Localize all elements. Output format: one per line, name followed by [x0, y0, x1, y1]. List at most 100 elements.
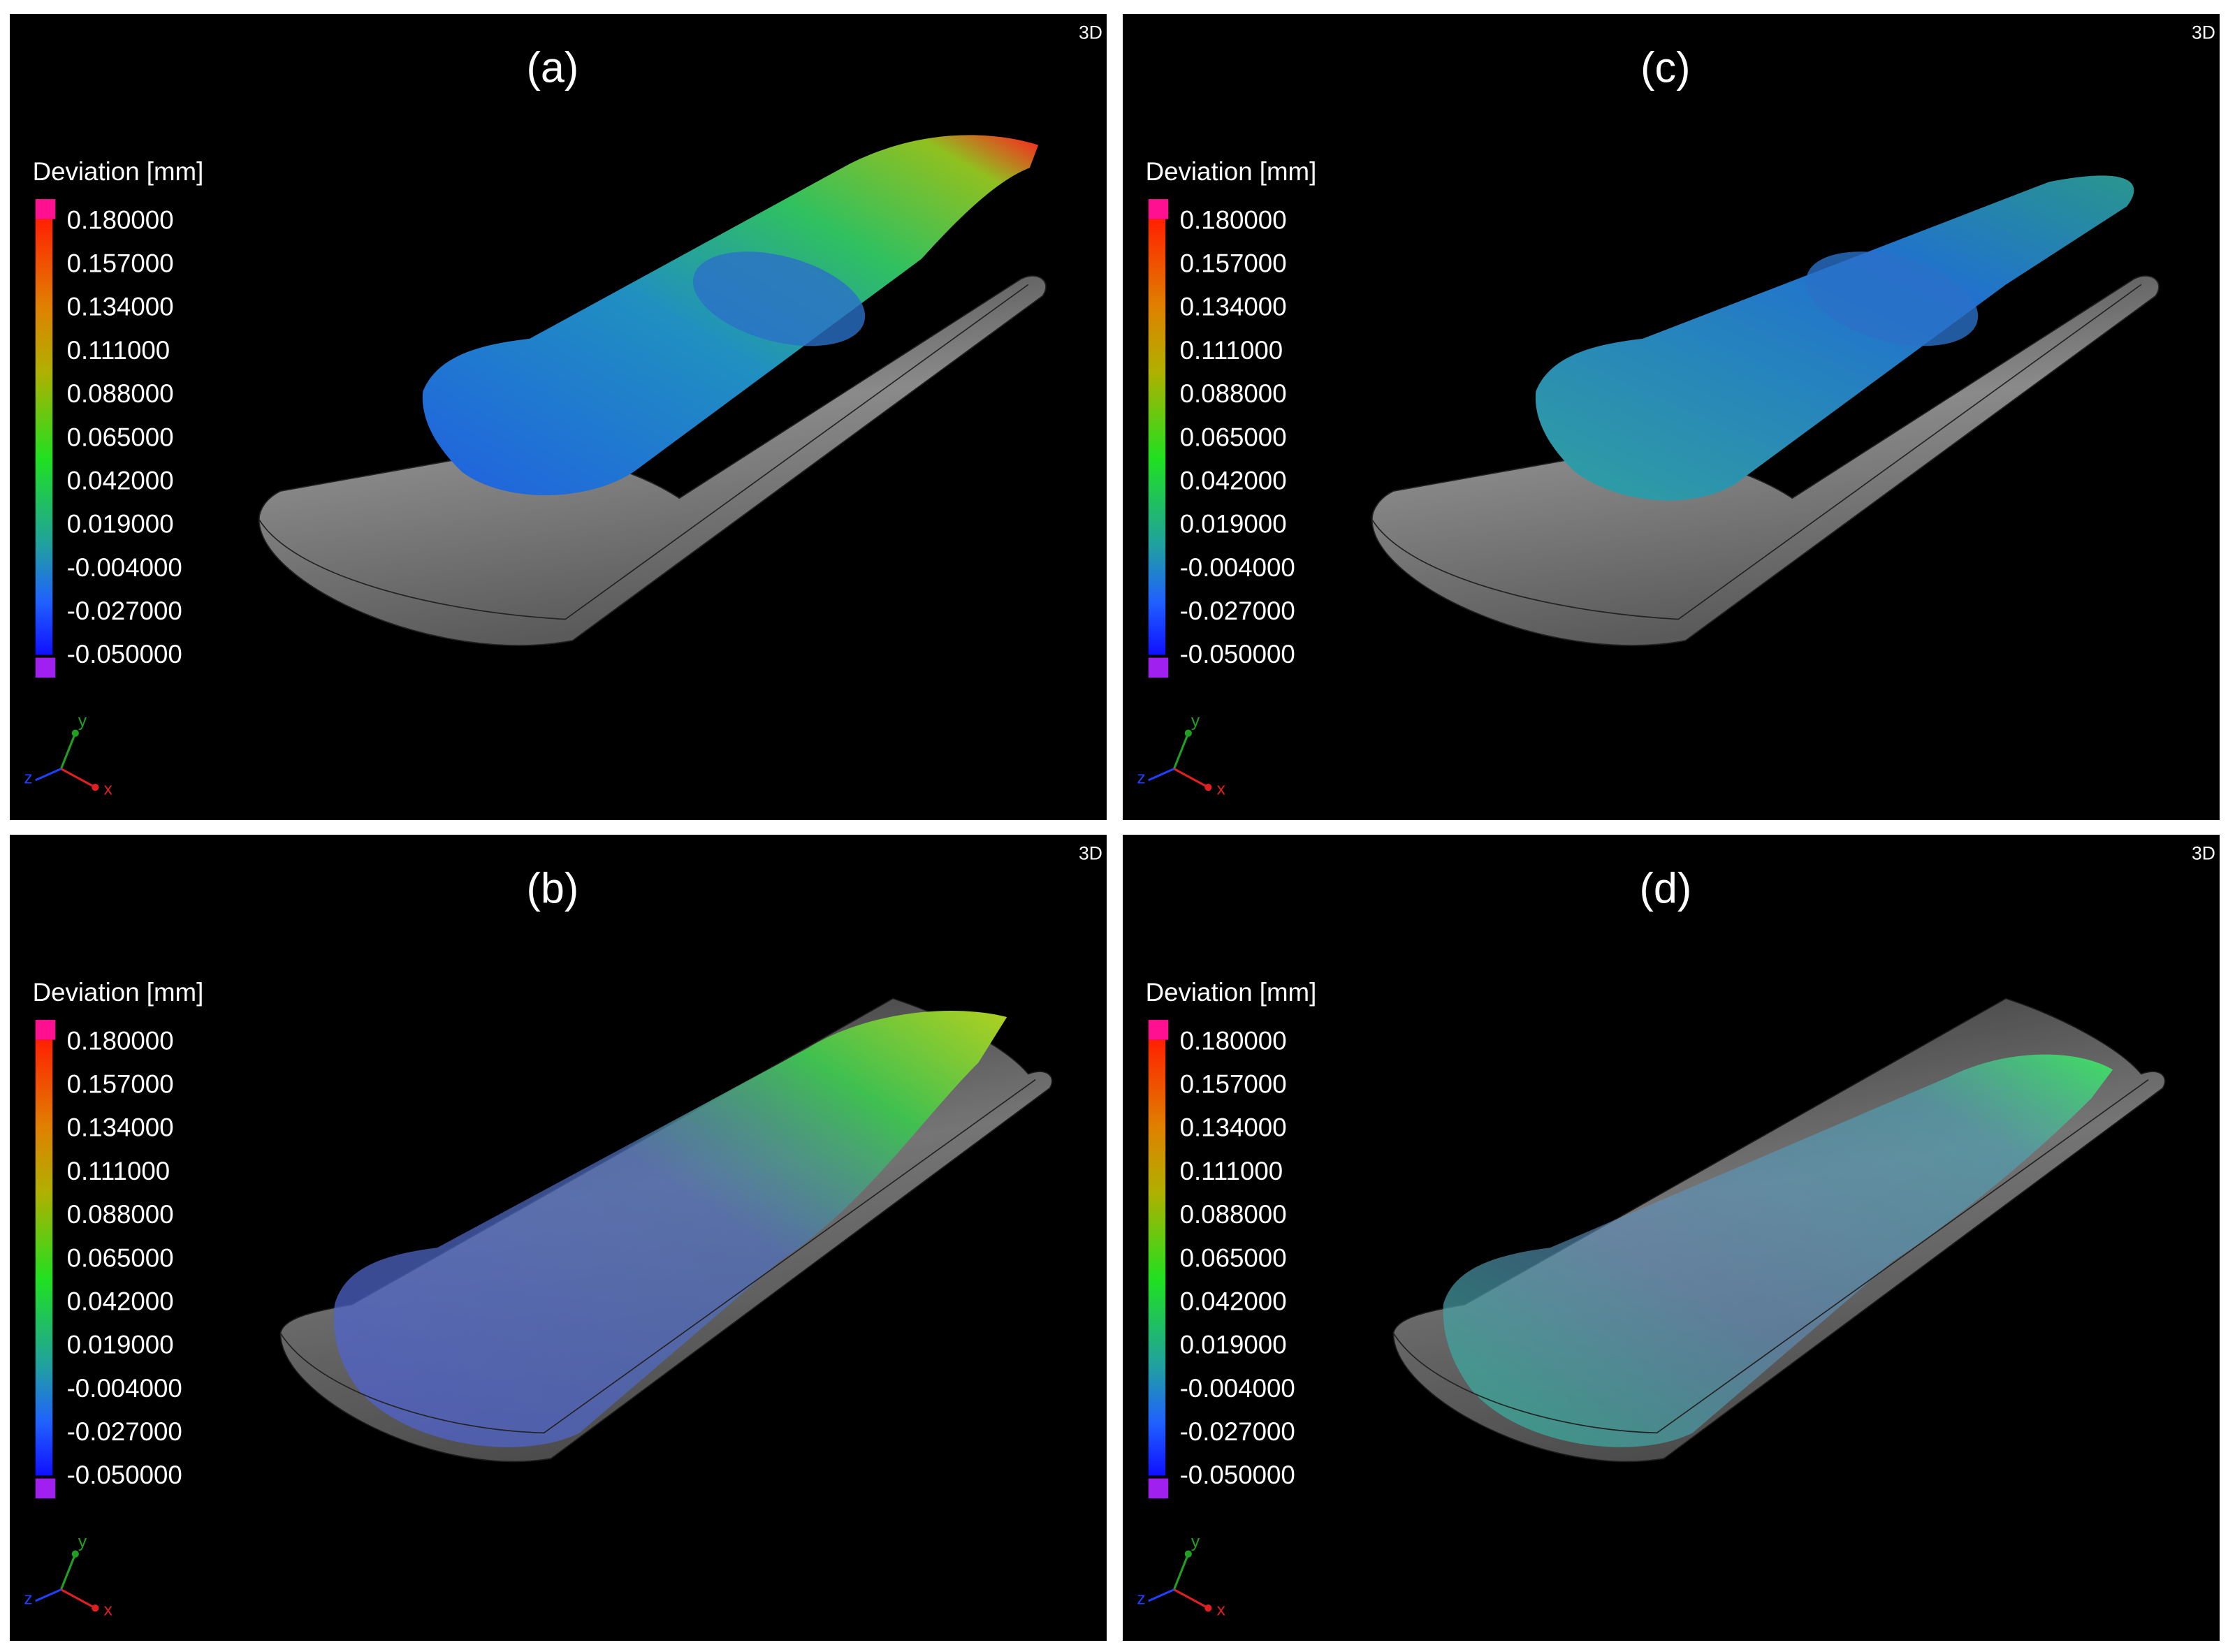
legend-value: 0.134000 [1180, 293, 1287, 321]
view-panel: (b) 3D Deviation [mm] 0.180000 0.157000 0.134… [10, 835, 1107, 1641]
legend-title: Deviation [mm] [33, 978, 204, 1007]
axis-label: z [1137, 1589, 1145, 1608]
axis-dot [92, 784, 99, 791]
legend-over-range [35, 1020, 56, 1040]
legend-value: -0.027000 [1180, 597, 1295, 625]
legend-value: 0.157000 [67, 1070, 174, 1099]
legend-value: 0.088000 [1180, 1200, 1287, 1229]
legend-value: 0.180000 [67, 205, 174, 234]
legend-value: 0.065000 [67, 423, 174, 451]
legend-value: 0.134000 [1180, 1113, 1287, 1142]
legend-value: 0.019000 [67, 1331, 174, 1359]
legend-value: 0.065000 [67, 1243, 174, 1272]
panel-label: (b) [526, 865, 578, 912]
legend-value: -0.004000 [67, 1374, 182, 1403]
legend-under-range [35, 657, 56, 678]
legend-value: 0.157000 [1180, 1070, 1287, 1099]
legend-value: 0.111000 [67, 336, 170, 365]
legend-value: 0.180000 [1180, 205, 1287, 234]
legend-value: -0.004000 [1180, 1374, 1295, 1403]
axis-x [1173, 1588, 1209, 1609]
legend-value: 0.019000 [1180, 510, 1287, 539]
axis-z [35, 768, 62, 782]
axis-x [60, 1588, 96, 1609]
axis-dot [1204, 784, 1212, 791]
legend-colorbar [1148, 1039, 1166, 1476]
axis-z [1148, 768, 1175, 782]
legend-value: 0.042000 [1180, 1287, 1287, 1315]
axis-x [1173, 768, 1209, 789]
legend-value: 0.157000 [67, 249, 174, 278]
cylinder-edge [1392, 1079, 2149, 1434]
legend-value: 0.019000 [67, 510, 174, 539]
legend-value: 0.088000 [67, 1200, 174, 1229]
axis-label: y [1191, 1533, 1200, 1551]
defect [1805, 251, 1979, 346]
legend-value: 0.180000 [1180, 1026, 1287, 1055]
axis-dot [92, 1605, 99, 1612]
legend-title: Deviation [mm] [1146, 157, 1317, 186]
defect [692, 251, 866, 346]
axis-dot [1184, 729, 1192, 737]
axis-dot [71, 1550, 79, 1558]
legend-value: -0.050000 [1180, 640, 1295, 668]
cylinder-edge [259, 284, 1029, 620]
legend-value: -0.027000 [1180, 1417, 1295, 1446]
axis-label: x [1217, 780, 1225, 799]
axis-label: x [1217, 1601, 1225, 1620]
axis-label: z [24, 768, 32, 787]
axis-z [35, 1588, 62, 1602]
legend-value: -0.050000 [67, 640, 182, 668]
legend-colorbar [1148, 219, 1166, 655]
surface-scan [1443, 1054, 2113, 1447]
view-tag: 3D [2192, 843, 2215, 864]
cylinder-edge [279, 1079, 1036, 1434]
legend-under-range [35, 1478, 56, 1499]
legend-value: -0.027000 [67, 1417, 182, 1446]
legend-value: 0.134000 [67, 293, 174, 321]
legend-over-range [1148, 199, 1169, 219]
axis-y [60, 1554, 77, 1591]
axis-label: x [104, 1601, 112, 1620]
legend-title: Deviation [mm] [33, 157, 204, 186]
panel-label: (c) [1640, 44, 1690, 92]
axis-y [60, 733, 77, 770]
legend-under-range [1148, 657, 1169, 678]
axis-dot [1204, 1605, 1212, 1612]
legend-title: Deviation [mm] [1146, 978, 1317, 1007]
cylinder-edge [1371, 284, 2142, 620]
axis-dot [1184, 1550, 1192, 1558]
legend-value: 0.134000 [67, 1113, 174, 1142]
legend-value: 0.180000 [67, 1026, 174, 1055]
legend-value: -0.050000 [1180, 1461, 1295, 1489]
axis-z [1148, 1588, 1175, 1602]
axis-label: x [104, 780, 112, 799]
surface-scan [333, 1011, 1007, 1447]
legend-colorbar [35, 1039, 53, 1476]
legend-under-range [1148, 1478, 1169, 1499]
legend-value: 0.042000 [67, 466, 174, 495]
view-panel: (d) 3D Deviation [mm] 0.180000 0.157000 0.134… [1123, 835, 2220, 1641]
axis-y [1173, 1554, 1190, 1591]
axis-label: y [1191, 712, 1200, 731]
view-tag: 3D [1079, 843, 1102, 864]
legend-over-range [35, 199, 56, 219]
legend-value: -0.004000 [67, 553, 182, 582]
legend-value: 0.019000 [1180, 1331, 1287, 1359]
axis-x [60, 768, 96, 789]
legend-value: 0.088000 [1180, 379, 1287, 408]
view-tag: 3D [1079, 22, 1102, 43]
view-panel: (c) 3D Deviation [mm] 0.180000 0.157000 0.134… [1123, 14, 2220, 820]
legend-value: -0.027000 [67, 597, 182, 625]
legend-over-range [1148, 1020, 1169, 1040]
axis-label: y [78, 712, 87, 731]
axis-label: y [78, 1533, 87, 1551]
axis-dot [71, 729, 79, 737]
legend-value: -0.050000 [67, 1461, 182, 1489]
legend-value: -0.004000 [1180, 553, 1295, 582]
legend-value: 0.111000 [1180, 336, 1283, 365]
view-panel: (a) 3D Deviation [mm] 0.180000 0.157000 0.134… [10, 14, 1107, 820]
legend-value: 0.111000 [67, 1157, 170, 1185]
axis-label: z [24, 1589, 32, 1608]
